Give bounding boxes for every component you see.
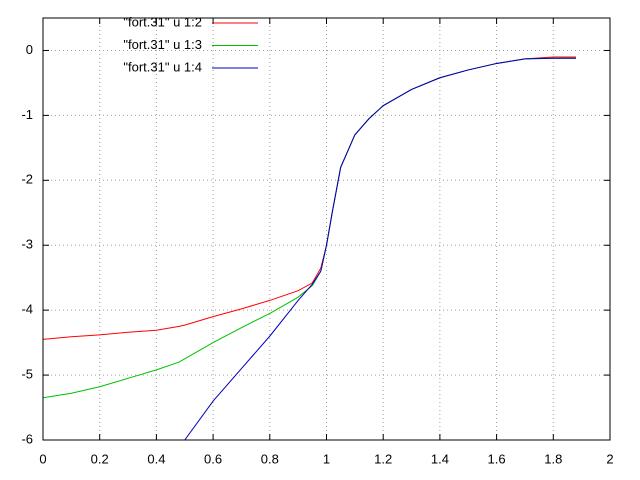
legend-label: "fort.31" u 1:3 (123, 37, 202, 52)
x-tick-label: 1.4 (431, 451, 449, 466)
x-tick-label: 1.8 (544, 451, 562, 466)
x-tick-label: 0.2 (91, 451, 109, 466)
x-tick-label: 1 (323, 451, 330, 466)
legend-label: "fort.31" u 1:2 (123, 14, 202, 29)
y-tick-label: -4 (21, 302, 33, 317)
x-tick-label: 0.4 (147, 451, 165, 466)
x-tick-label: 0.6 (204, 451, 222, 466)
y-tick-label: -2 (21, 172, 33, 187)
data-line (43, 57, 576, 399)
y-tick-label: -5 (21, 367, 33, 382)
x-tick-label: 1.2 (374, 451, 392, 466)
legend-label: "fort.31" u 1:4 (123, 59, 202, 74)
y-tick-label: 0 (26, 42, 33, 57)
y-tick-label: -3 (21, 237, 33, 252)
x-tick-label: 0.8 (261, 451, 279, 466)
data-line (43, 56, 576, 340)
data-line (184, 57, 576, 440)
y-tick-label: -6 (21, 431, 33, 446)
x-tick-label: 2 (606, 451, 613, 466)
y-tick-label: -1 (21, 107, 33, 122)
plot-frame (42, 17, 611, 441)
x-tick-label: 1.6 (488, 451, 506, 466)
x-tick-label: 0 (39, 451, 46, 466)
